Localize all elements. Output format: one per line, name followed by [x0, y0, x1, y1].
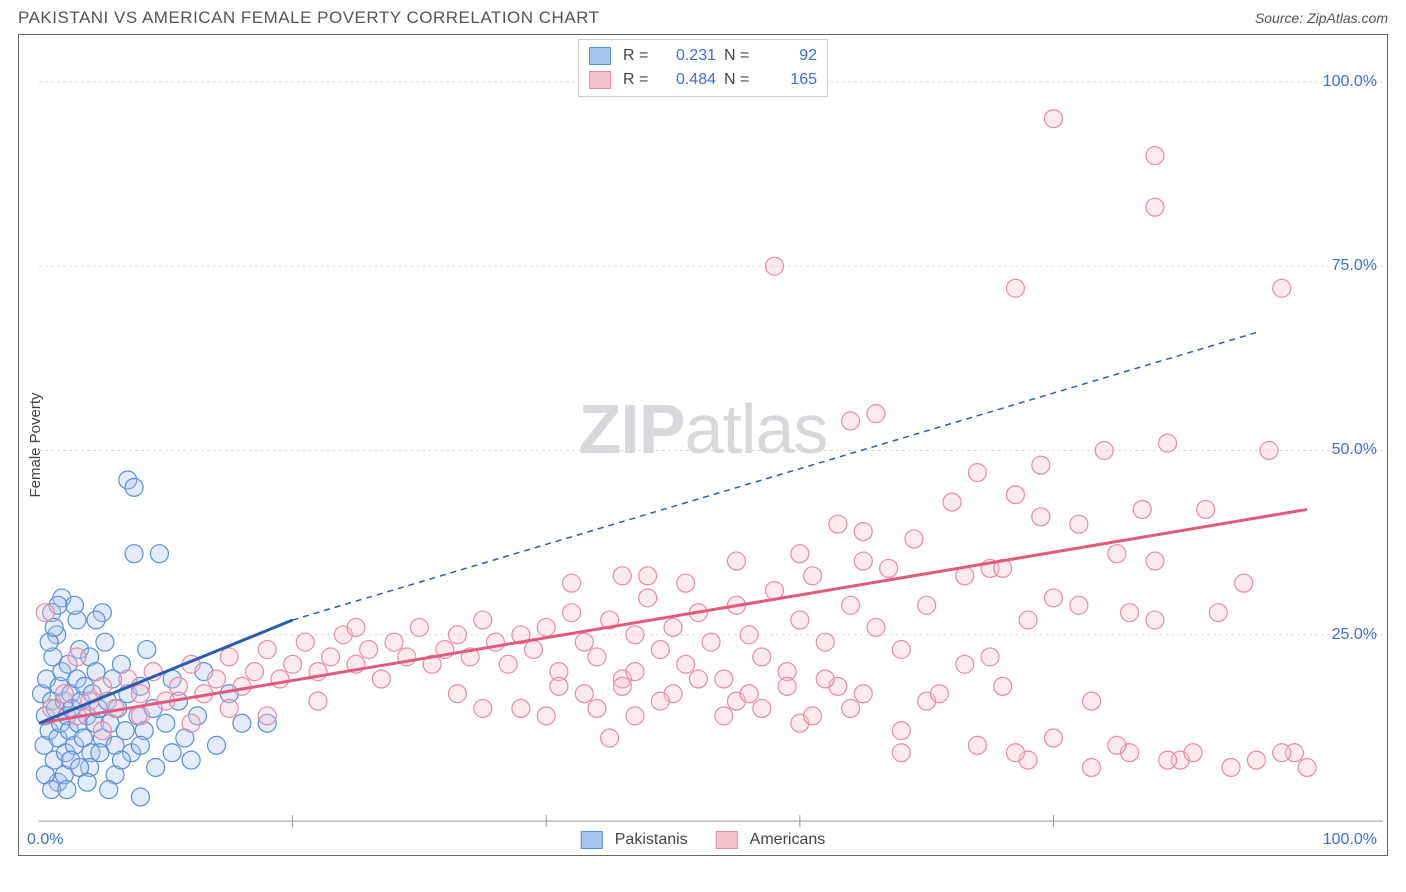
- legend-series: Pakistanis Americans: [581, 831, 826, 849]
- chart-title: PAKISTANI VS AMERICAN FEMALE POVERTY COR…: [18, 8, 600, 28]
- x-tick-first: 0.0%: [27, 831, 63, 849]
- swatch-icon: [581, 831, 603, 849]
- y-tick-label: 75.0%: [1332, 257, 1377, 275]
- chart-container: Female Poverty ZIPatlas R =0.231 N =92 R…: [18, 34, 1388, 856]
- legend-row-pakistanis: R =0.231 N =92: [589, 44, 817, 68]
- swatch-icon: [589, 47, 611, 65]
- source-label: Source: ZipAtlas.com: [1255, 10, 1388, 26]
- y-tick-label: 25.0%: [1332, 626, 1377, 644]
- swatch-icon: [589, 71, 611, 89]
- scatter-plot: [19, 35, 1387, 855]
- legend-item-americans: Americans: [716, 831, 826, 849]
- legend-stats: R =0.231 N =92 R =0.484 N =165: [578, 39, 828, 97]
- x-tick-last: 100.0%: [1323, 831, 1377, 849]
- y-tick-label: 100.0%: [1323, 73, 1377, 91]
- legend-item-pakistanis: Pakistanis: [581, 831, 688, 849]
- legend-row-americans: R =0.484 N =165: [589, 68, 817, 92]
- y-tick-label: 50.0%: [1332, 441, 1377, 459]
- swatch-icon: [716, 831, 738, 849]
